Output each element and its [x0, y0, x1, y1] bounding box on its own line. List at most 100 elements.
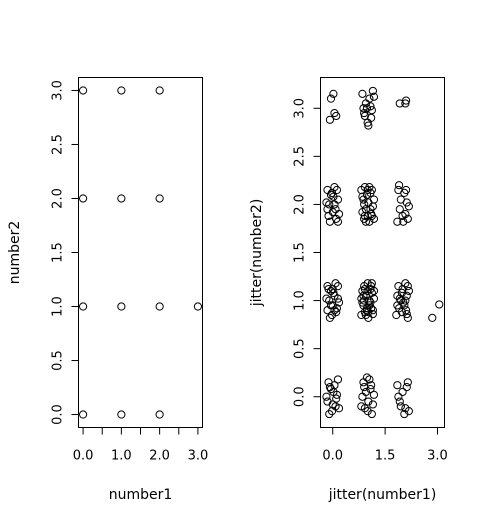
x-axis-left: 0.0 1.0 2.0 3.0	[73, 427, 209, 464]
data-point-right	[368, 306, 377, 315]
data-point-right	[329, 89, 338, 98]
points-left	[78, 86, 203, 419]
data-point-right	[366, 205, 375, 214]
data-point-right	[403, 378, 412, 387]
x-tick-label-left: 0.0	[73, 449, 94, 464]
data-point-right	[393, 301, 402, 310]
y-tick-label-left: 0.5	[51, 350, 66, 371]
y-tick-label-right: 1.0	[293, 290, 308, 311]
data-point-right	[333, 217, 343, 226]
data-point-right	[364, 397, 373, 406]
data-point-right	[368, 86, 377, 96]
data-point-right	[357, 402, 366, 411]
data-point-left	[78, 86, 88, 95]
data-point-right	[365, 217, 374, 226]
x-tick-label-left: 2.0	[149, 449, 170, 464]
data-point-right	[328, 400, 337, 409]
data-point-right	[394, 181, 404, 190]
data-point-right	[364, 121, 373, 130]
data-point-right	[333, 375, 343, 384]
data-point-right	[326, 301, 336, 310]
data-point-right	[365, 375, 374, 384]
data-point-right	[396, 402, 405, 411]
data-point-left	[117, 194, 126, 203]
data-point-right	[435, 300, 444, 309]
data-point-left	[117, 410, 126, 419]
data-point-right	[334, 298, 344, 307]
data-point-right	[358, 89, 367, 98]
data-point-right	[357, 294, 366, 303]
data-point-right	[401, 296, 410, 305]
data-point-right	[322, 294, 331, 303]
y-tick-label-right: 2.5	[293, 146, 308, 167]
data-point-right	[393, 217, 402, 226]
data-point-right	[325, 217, 335, 226]
y-tick-label-left: 2.5	[51, 134, 66, 155]
data-point-right	[334, 404, 344, 413]
data-point-right	[401, 306, 411, 315]
data-point-right	[402, 291, 411, 300]
data-point-right	[404, 407, 413, 416]
data-point-right	[367, 185, 376, 195]
data-point-right	[332, 308, 341, 317]
x-axis-label-right: jitter(number1)	[328, 487, 437, 503]
data-point-right	[369, 390, 379, 399]
data-point-right	[402, 198, 411, 207]
x-axis-label-left: number1	[109, 487, 173, 503]
y-tick-label-left: 0.0	[51, 404, 66, 425]
x-axis-right: 0.0 1.5 3.0	[322, 427, 448, 464]
data-point-right	[361, 217, 371, 226]
data-point-right	[403, 214, 412, 223]
data-point-right	[330, 183, 339, 192]
data-point-right	[366, 298, 375, 307]
y-axis-left: 0.0 0.5 1.0 1.5 2.0 2.5 3.0	[51, 80, 79, 425]
data-point-right	[362, 373, 372, 382]
y-tick-label-left: 2.0	[51, 188, 66, 209]
data-point-right	[329, 288, 338, 297]
x-tick-label-left: 3.0	[188, 449, 209, 464]
data-point-right	[330, 108, 339, 118]
data-point-right	[360, 111, 369, 121]
data-point-right	[326, 94, 336, 103]
data-point-right	[326, 190, 336, 199]
data-point-right	[362, 104, 372, 113]
x-tick-label-right: 3.0	[427, 449, 448, 464]
data-point-right	[360, 383, 369, 392]
data-point-right	[325, 115, 335, 124]
y-tick-label-right: 2.0	[293, 194, 308, 215]
data-point-right	[367, 279, 376, 288]
y-axis-label-left: number2	[7, 221, 23, 285]
data-point-right	[332, 394, 341, 403]
y-tick-label-right: 3.0	[293, 98, 308, 119]
data-point-right	[358, 392, 367, 401]
data-point-right	[334, 209, 344, 219]
plot-frame-left	[78, 77, 203, 428]
data-point-right	[360, 284, 369, 294]
data-point-right	[329, 192, 338, 201]
data-point-left	[78, 194, 88, 203]
data-point-right	[401, 279, 410, 288]
data-point-right	[332, 185, 342, 195]
data-point-right	[328, 284, 337, 294]
data-point-right	[394, 282, 403, 291]
x-tick-label-right: 0.0	[322, 449, 343, 464]
y-tick-label-left: 1.5	[51, 242, 66, 263]
data-point-right	[369, 195, 379, 204]
data-point-right	[397, 288, 406, 297]
y-tick-label-right: 0.0	[293, 386, 308, 407]
y-tick-label-right: 0.5	[293, 338, 308, 359]
data-point-right	[362, 304, 372, 313]
data-point-right	[402, 309, 411, 319]
data-point-right	[401, 185, 411, 195]
data-point-right	[367, 409, 376, 419]
data-point-right	[393, 381, 402, 390]
scatter-plot-number1-vs-number2: 0.0 1.0 2.0 3.0 0.0 0.5 1.0 1.5 2.0 2.5 3.0 numbe…	[7, 77, 209, 503]
data-point-right	[394, 392, 403, 401]
x-tick-label-left: 1.0	[111, 449, 132, 464]
data-point-left	[155, 302, 164, 311]
data-point-left	[117, 86, 126, 95]
x-tick-label-right: 1.5	[375, 449, 396, 464]
y-axis-right: 0.0 0.5 1.0 1.5 2.0 2.5 3.0	[293, 98, 321, 407]
data-point-right	[333, 294, 343, 303]
data-point-right	[401, 209, 410, 219]
